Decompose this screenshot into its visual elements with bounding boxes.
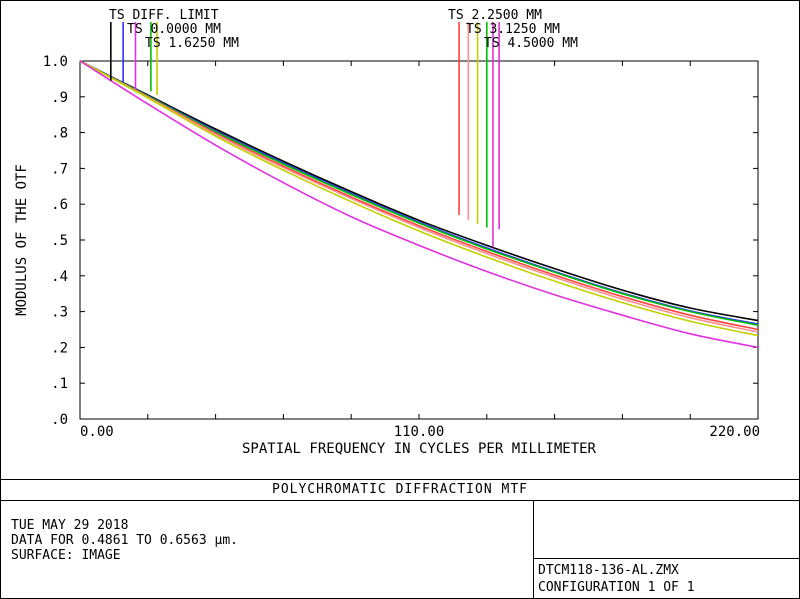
- x-tick-label: 220.00: [709, 424, 760, 440]
- divider-top: [0, 479, 800, 480]
- legend-label: TS 0.0000 MM: [127, 22, 221, 37]
- divider-vertical: [533, 500, 534, 599]
- y-tick-label: .2: [51, 340, 68, 356]
- y-axis-label: MODULUS OF THE OTF: [14, 164, 30, 316]
- y-tick-label: .5: [51, 233, 68, 249]
- file-name-text: DTCM118-136-AL.ZMX: [538, 563, 679, 578]
- series-line-2: [79, 60, 759, 326]
- y-tick-label: .9: [51, 90, 68, 106]
- y-tick-label: .8: [51, 126, 68, 142]
- date-text: TUE MAY 29 2018: [11, 518, 129, 533]
- legend-label: TS 1.6250 MM: [145, 36, 239, 51]
- y-tick-label: 1.0: [43, 54, 68, 70]
- x-tick-label: 0.00: [80, 424, 114, 440]
- series-line-4: [79, 60, 759, 333]
- y-tick-label: .6: [51, 197, 68, 213]
- legend-label: TS 3.1250 MM: [466, 22, 560, 37]
- chart-title: POLYCHROMATIC DIFFRACTION MTF: [272, 482, 528, 497]
- y-tick-label: .0: [51, 412, 68, 428]
- y-tick-label: .3: [51, 305, 68, 321]
- x-axis-label: SPATIAL FREQUENCY IN CYCLES PER MILLIMET…: [242, 441, 597, 457]
- y-tick-label: .4: [51, 269, 68, 285]
- legend-label: TS 4.5000 MM: [484, 36, 578, 51]
- y-tick-label: .7: [51, 161, 68, 177]
- divider-file: [533, 558, 800, 559]
- series-line-5: [79, 60, 759, 337]
- legend-label: TS 2.2500 MM: [448, 8, 542, 23]
- series-line-1: [79, 60, 759, 325]
- surface-text: SURFACE: IMAGE: [11, 548, 121, 563]
- legend-label: TS DIFF. LIMIT: [109, 8, 219, 23]
- x-tick-label: 110.00: [394, 424, 445, 440]
- data-range-text: DATA FOR 0.4861 TO 0.6563 µm.: [11, 533, 238, 548]
- y-tick-label: .1: [51, 376, 68, 392]
- series-line-3: [79, 60, 759, 331]
- configuration-text: CONFIGURATION 1 OF 1: [538, 580, 695, 595]
- series-line-6: [79, 60, 759, 349]
- divider-title: [0, 500, 800, 501]
- series-line-0: [79, 60, 759, 322]
- mtf-chart: 1.0 .9 .8 .7 .6 .5 .4 .3 .2 .1 .0 0.00 110.00 220.00 S…: [14, 8, 760, 457]
